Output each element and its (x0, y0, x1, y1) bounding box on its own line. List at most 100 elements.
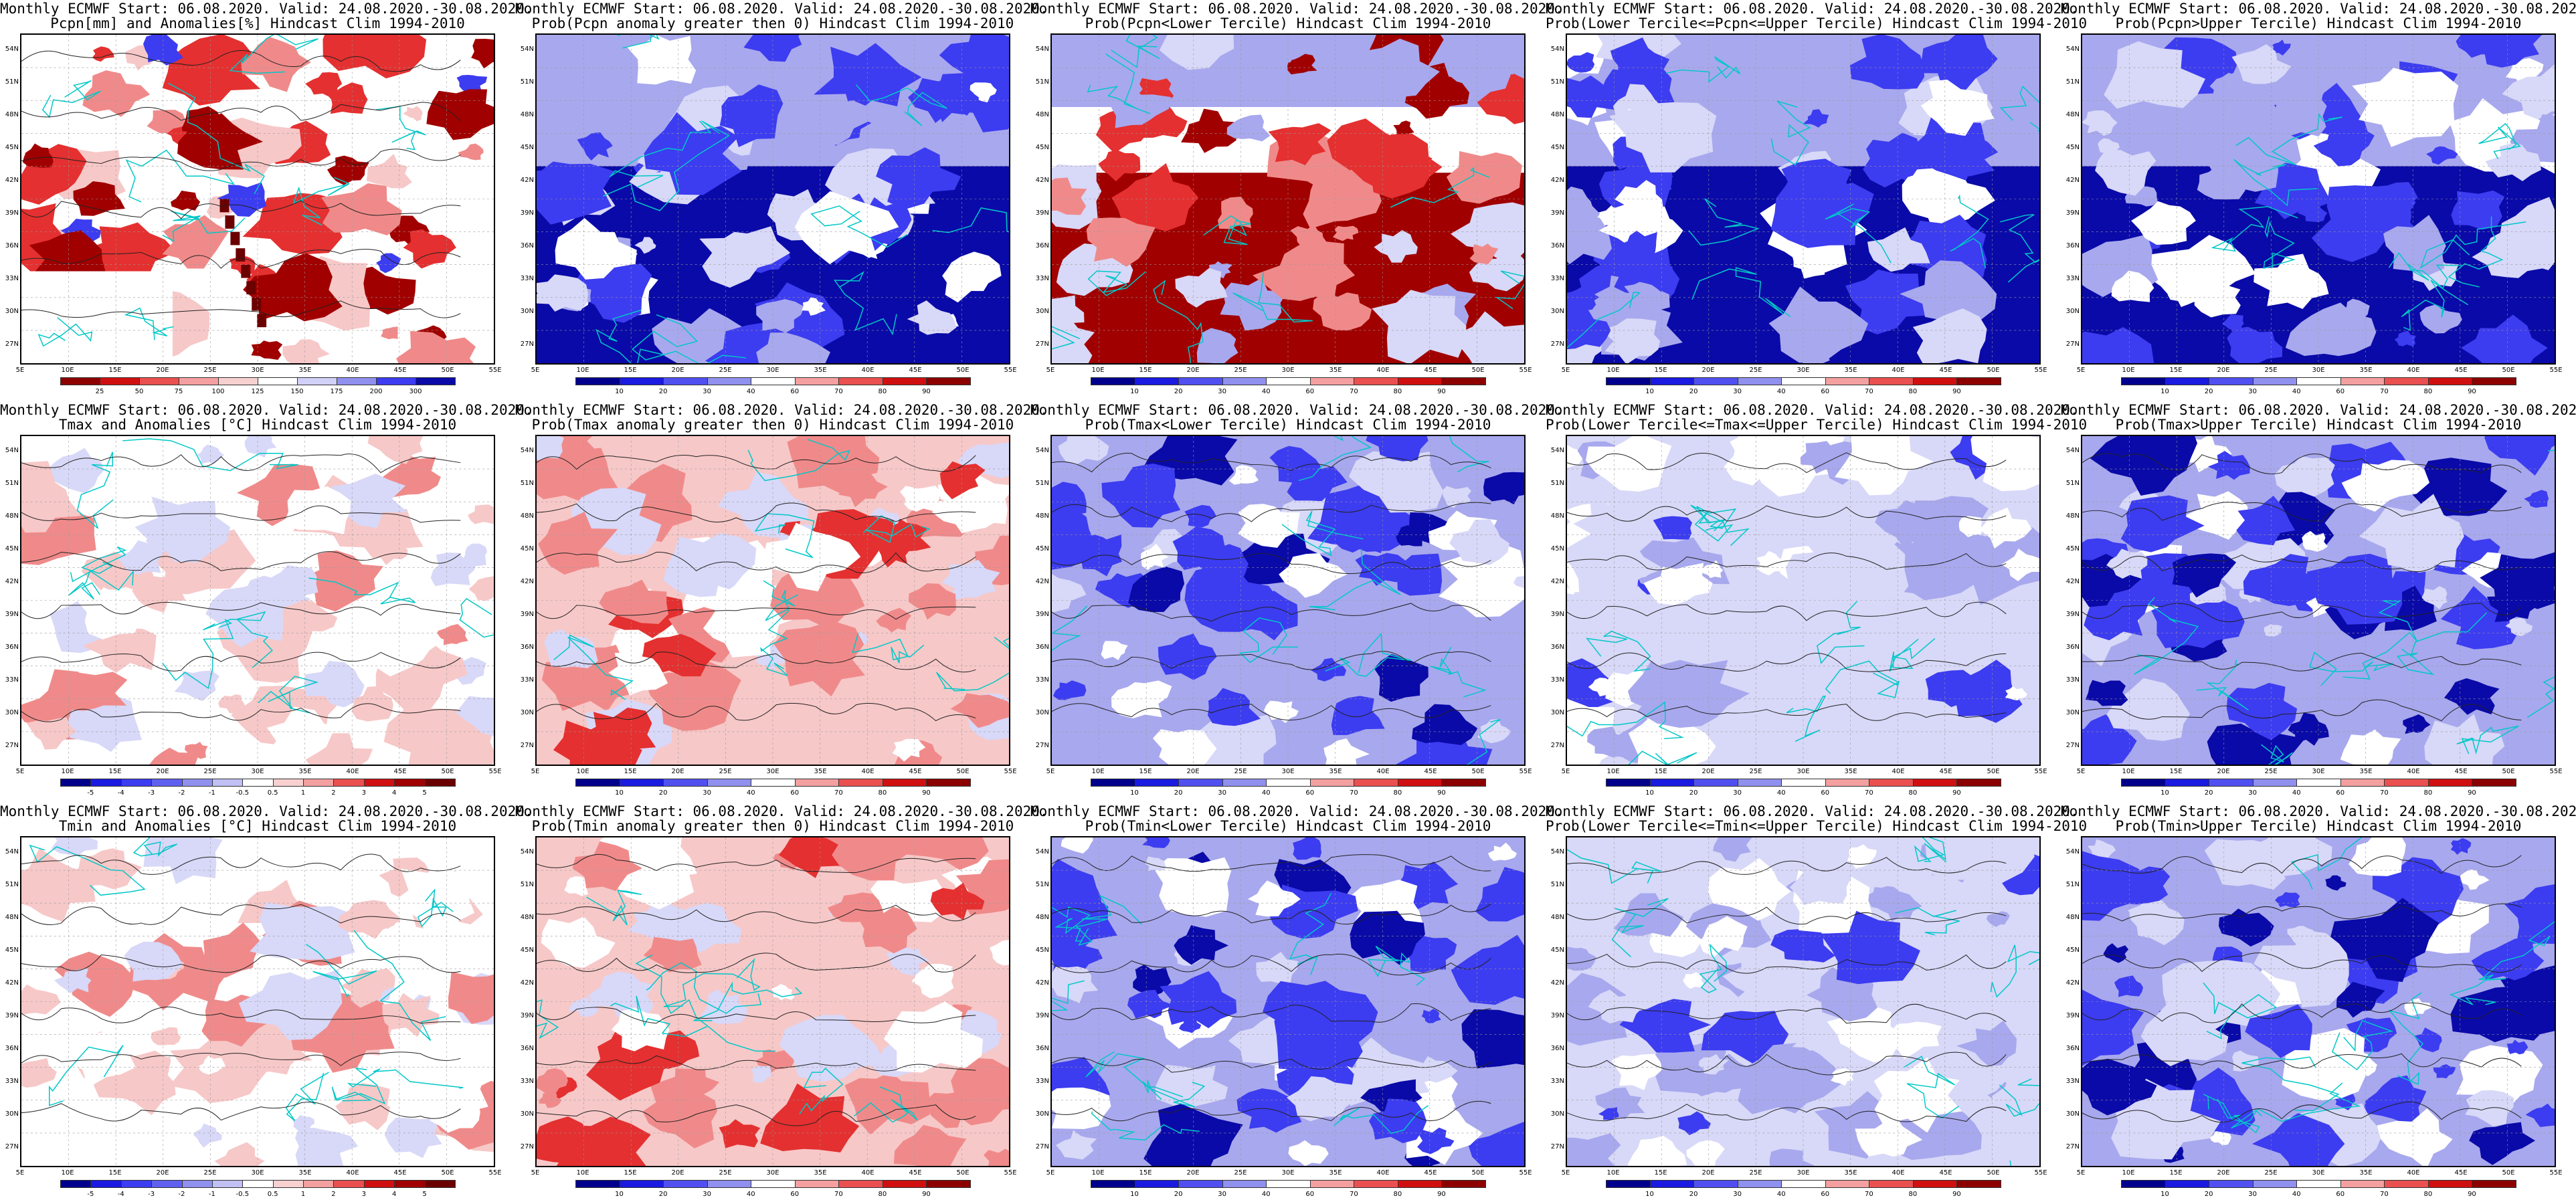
colorbar-segment (60, 1180, 92, 1188)
panel-title: Monthly ECMWF Start: 06.08.2020. Valid: … (1030, 1, 1564, 31)
lat-label: 30N (520, 1110, 534, 1118)
lon-label: 50E (441, 1169, 454, 1177)
contour-line (21, 454, 461, 474)
colorbar-tick-label: 60 (790, 388, 800, 395)
contour-line (2082, 554, 2522, 573)
lon-label: 35E (2359, 367, 2373, 374)
lat-label: 39N (1035, 611, 1049, 618)
map-field (1052, 436, 1524, 765)
coastline (29, 844, 146, 896)
map-field (21, 837, 494, 1166)
lat-label: 54N (1550, 848, 1564, 856)
lon-label: 15E (624, 367, 637, 374)
field-patch (1611, 1054, 1663, 1090)
field-patch (1708, 858, 1791, 921)
coastline (935, 672, 1009, 692)
field-patch (25, 946, 52, 963)
colorbar-tick-label: 40 (1776, 388, 1786, 395)
colorbar-segment (707, 1180, 752, 1188)
map-panel-tmin-prob-lower: Monthly ECMWF Start: 06.08.2020. Valid: … (1030, 803, 1564, 1204)
map-frame (535, 435, 1010, 766)
colorbar-segment (1649, 377, 1695, 385)
coastline (70, 546, 127, 583)
colorbar-tick-label: 70 (1349, 789, 1358, 797)
field-patch (1567, 211, 1613, 265)
colorbar-segment (1956, 377, 2001, 385)
coastline (1999, 86, 2039, 132)
colorbar-segment (926, 779, 971, 787)
field-patch (1366, 436, 1429, 462)
field-patch (1766, 62, 1854, 123)
field-patch (382, 993, 440, 1037)
lon-label: 10E (1091, 1169, 1105, 1177)
lat-label: 51N (2065, 881, 2080, 888)
field-patch (327, 155, 369, 185)
coastline (2456, 725, 2519, 755)
colorbar-segment (1134, 377, 1180, 385)
colorbar-tick-label: 90 (1437, 1191, 1446, 1198)
colorbar-tick-label: 80 (2423, 1191, 2433, 1198)
lon-label: 20E (1701, 1169, 1715, 1177)
field-patch (1756, 550, 1790, 576)
lat-label: 42N (1550, 578, 1564, 585)
contour-line (1052, 1057, 1491, 1073)
field-patch (634, 237, 656, 254)
coastline (2449, 974, 2506, 1005)
field-patch (989, 940, 1009, 966)
colorbar-tick-label: 10 (1645, 388, 1654, 395)
field-patch (395, 868, 483, 933)
coastline (124, 307, 174, 340)
lon-label: 40E (1892, 367, 1905, 374)
panel-title-line2: Tmin and Anomalies [°C] Hindcast Clim 19… (58, 818, 457, 834)
lat-label: 36N (2065, 242, 2080, 249)
field-patch (1260, 39, 1296, 65)
colorbar-tick-label: 70 (1349, 1191, 1358, 1198)
field-patch (643, 936, 702, 973)
field-patch (448, 971, 494, 1025)
map-panel-pcpn-prob-lower: Monthly ECMWF Start: 06.08.2020. Valid: … (1030, 0, 1564, 401)
colorbar-segment (663, 1180, 708, 1188)
contour-line (2082, 903, 2522, 922)
coastline (1087, 54, 1151, 114)
colorbar-segment (882, 377, 927, 385)
lat-label: 36N (1035, 1045, 1049, 1052)
field-patch (2372, 857, 2464, 927)
coastline (1690, 504, 1737, 532)
lon-label: 40E (861, 768, 875, 775)
field-patch (537, 35, 571, 68)
coastline (347, 1068, 464, 1089)
lat-label: 39N (2065, 1012, 2080, 1019)
colorbar-segment (1134, 1180, 1180, 1188)
colorbar-segment (2121, 377, 2166, 385)
field-patch (185, 742, 208, 759)
lon-label: 25E (2264, 367, 2278, 374)
lat-label: 51N (1035, 78, 1049, 86)
lon-label: 10E (61, 1169, 74, 1177)
coastline (459, 598, 494, 638)
field-patch (660, 1068, 720, 1103)
colorbar-segment (1354, 377, 1398, 385)
colorbar-tick-label: 150 (290, 388, 304, 395)
field-patch (1152, 729, 1217, 765)
field-patch (51, 837, 98, 856)
field-patch (2272, 39, 2291, 56)
panel-title-line1: Monthly ECMWF Start: 06.08.2020. Valid: … (1546, 402, 2079, 418)
lat-label: 33N (5, 275, 19, 282)
contour-line (1567, 452, 2007, 474)
colorbar: 10 20 30 40 60 70 80 90 (2121, 1180, 2516, 1198)
colorbar-segment (181, 779, 213, 787)
colorbar-tick-label: 70 (834, 1191, 843, 1198)
lat-label: 48N (1550, 111, 1564, 118)
lat-label: 42N (1035, 177, 1049, 184)
field-patch (1567, 118, 1619, 166)
lat-label: 27N (1550, 340, 1564, 348)
coastline (1052, 605, 1088, 651)
coastline (1694, 510, 1750, 546)
coastline (375, 106, 426, 150)
contour-line (537, 1104, 976, 1126)
field-patch (468, 576, 494, 601)
colorbar-segment (1222, 779, 1267, 787)
colorbar-segment (1693, 779, 1738, 787)
lon-label: 40E (2407, 367, 2420, 374)
field-nodata-area (21, 271, 173, 363)
